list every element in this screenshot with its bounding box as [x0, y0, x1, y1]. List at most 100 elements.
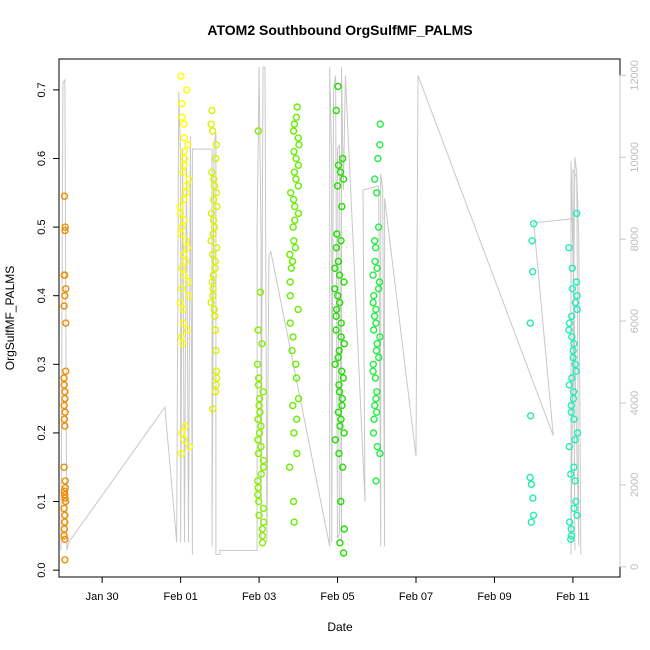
data-point: [213, 202, 221, 211]
data-point: [289, 401, 297, 410]
data-point: [338, 367, 346, 375]
data-point: [565, 381, 573, 389]
data-point: [373, 189, 381, 197]
y-tick-label: 0.2: [36, 425, 48, 440]
data-point: [179, 340, 187, 348]
data-point: [335, 271, 344, 279]
data-point: [332, 312, 340, 320]
data-point: [289, 195, 298, 204]
data-point: [371, 243, 380, 252]
y-tick-label: 0.3: [36, 357, 48, 372]
data-point: [208, 405, 217, 413]
data-point: [372, 319, 380, 327]
data-point: [185, 442, 194, 451]
data-point: [336, 168, 345, 176]
data-point: [254, 491, 262, 499]
data-point: [256, 408, 264, 416]
data-point: [60, 525, 69, 533]
data-point: [61, 511, 69, 519]
data-point: [573, 511, 581, 519]
data-point: [177, 72, 185, 80]
data-point: [337, 415, 345, 423]
data-point: [289, 497, 298, 506]
data-point: [212, 243, 221, 252]
data-point: [254, 449, 263, 458]
data-point: [61, 394, 69, 403]
data-point: [61, 535, 69, 543]
data-point: [259, 463, 268, 471]
data-point: [178, 285, 186, 293]
data-point: [180, 161, 188, 170]
y2-axis: 0 2000 4000 6000 8000 10000 12000: [619, 60, 641, 570]
data-point: [179, 168, 187, 176]
data-point: [292, 113, 301, 122]
data-point: [369, 271, 377, 279]
data-point: [339, 154, 347, 163]
data-point: [337, 497, 345, 506]
x-tick-label: Feb 03: [242, 591, 276, 603]
data-point: [255, 394, 264, 403]
data-point: [255, 401, 263, 410]
data-point: [331, 436, 339, 444]
data-point: [332, 305, 341, 314]
data-point: [176, 298, 185, 307]
data-point: [60, 374, 68, 382]
data-point: [529, 219, 538, 228]
data-point: [208, 168, 216, 176]
data-point: [371, 257, 379, 266]
data-point: [61, 484, 70, 492]
data-point: [372, 305, 380, 314]
data-point: [176, 202, 184, 211]
data-point: [60, 381, 68, 389]
data-point: [331, 360, 339, 368]
data-point: [212, 141, 221, 149]
data-point: [184, 292, 193, 300]
data-point: [369, 367, 377, 375]
data-point: [372, 346, 381, 355]
data-point: [177, 230, 185, 238]
x-axis: Jan 30 Feb 01 Feb 03 Feb 05 Feb 07 Feb 09 Feb …: [86, 577, 590, 603]
data-point: [568, 333, 576, 341]
data-point: [290, 237, 298, 245]
data-point: [178, 264, 186, 272]
y2-tick-label: 12000: [629, 60, 641, 91]
data-point: [178, 429, 186, 437]
data-point: [289, 333, 297, 341]
data-point: [60, 415, 69, 423]
data-point: [210, 182, 219, 190]
data-point: [332, 326, 340, 334]
data-point: [211, 326, 220, 334]
y-tick-label: 0.6: [36, 151, 48, 166]
data-point: [565, 243, 573, 252]
data-point: [180, 147, 188, 156]
data-point: [61, 497, 70, 506]
y2-tick-label: 10000: [629, 142, 641, 173]
data-point: [210, 305, 219, 314]
data-point: [181, 422, 189, 430]
data-point: [528, 237, 536, 245]
data-point: [336, 539, 344, 547]
data-point: [334, 82, 342, 91]
data-point: [254, 381, 263, 389]
data-point: [209, 195, 218, 204]
data-point: [339, 549, 348, 557]
data-point: [209, 230, 217, 238]
data-point: [565, 326, 573, 334]
data-point: [184, 141, 192, 149]
data-point: [60, 487, 69, 495]
data-point: [573, 209, 581, 218]
data-point: [295, 141, 303, 149]
data-point: [290, 120, 299, 128]
data-point: [569, 353, 577, 362]
data-point: [61, 367, 70, 375]
data-point: [527, 518, 535, 526]
data-point: [290, 518, 298, 526]
data-point: [286, 278, 294, 286]
x-tick-label: Feb 05: [320, 591, 354, 603]
data-point: [565, 518, 574, 526]
data-point: [570, 504, 578, 513]
data-point: [62, 319, 70, 327]
data-point: [183, 326, 191, 334]
data-point: [258, 539, 267, 547]
